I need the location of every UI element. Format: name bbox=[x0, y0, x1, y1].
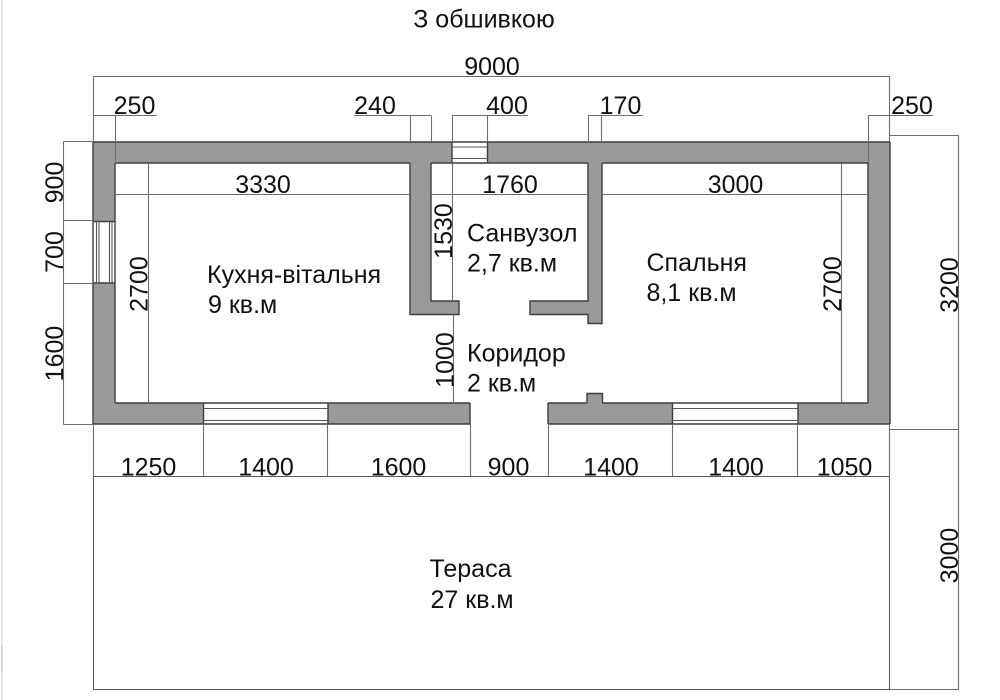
svg-text:1530: 1530 bbox=[430, 203, 458, 259]
svg-text:3000: 3000 bbox=[936, 528, 964, 584]
svg-text:З обшивкою: З обшивкою bbox=[413, 6, 554, 34]
svg-text:700: 700 bbox=[41, 231, 69, 273]
svg-text:8,1 кв.м: 8,1 кв.м bbox=[647, 279, 737, 307]
svg-text:1600: 1600 bbox=[371, 454, 427, 482]
svg-text:170: 170 bbox=[600, 92, 642, 120]
svg-text:Спальня: Спальня bbox=[647, 249, 747, 277]
svg-text:1000: 1000 bbox=[432, 332, 460, 388]
svg-text:1050: 1050 bbox=[817, 454, 873, 482]
svg-text:1250: 1250 bbox=[121, 454, 177, 482]
svg-text:Тераса: Тераса bbox=[430, 555, 512, 583]
svg-text:1400: 1400 bbox=[708, 454, 764, 482]
svg-text:2700: 2700 bbox=[126, 256, 154, 312]
svg-text:9000: 9000 bbox=[464, 53, 520, 81]
svg-text:1400: 1400 bbox=[583, 454, 639, 482]
svg-text:Коридор: Коридор bbox=[467, 340, 566, 368]
svg-text:1600: 1600 bbox=[41, 326, 69, 382]
svg-text:Кухня-вітальня: Кухня-вітальня bbox=[207, 261, 381, 289]
svg-text:1400: 1400 bbox=[238, 454, 294, 482]
svg-text:900: 900 bbox=[41, 162, 69, 204]
svg-text:3200: 3200 bbox=[936, 257, 964, 313]
svg-text:250: 250 bbox=[114, 92, 156, 120]
svg-text:3000: 3000 bbox=[708, 171, 764, 199]
svg-text:900: 900 bbox=[488, 454, 530, 482]
svg-text:240: 240 bbox=[354, 92, 396, 120]
svg-text:27 кв.м: 27 кв.м bbox=[431, 586, 514, 614]
svg-text:1760: 1760 bbox=[482, 171, 538, 199]
svg-text:3330: 3330 bbox=[235, 171, 291, 199]
svg-text:Санвузол: Санвузол bbox=[467, 220, 577, 248]
svg-text:2 кв.м: 2 кв.м bbox=[467, 370, 536, 398]
svg-text:250: 250 bbox=[891, 92, 933, 120]
svg-text:400: 400 bbox=[486, 92, 528, 120]
svg-text:2,7 кв.м: 2,7 кв.м bbox=[467, 250, 557, 278]
svg-text:2700: 2700 bbox=[819, 256, 847, 312]
svg-text:9 кв.м: 9 кв.м bbox=[208, 291, 277, 319]
